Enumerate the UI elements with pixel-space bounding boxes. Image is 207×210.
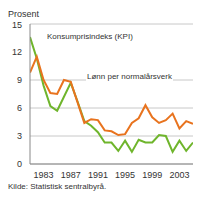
svg-text:12: 12 [12,47,22,57]
svg-text:1999: 1999 [142,170,162,180]
svg-text:1991: 1991 [88,170,108,180]
html-text:Prosent: Prosent [8,9,39,19]
svg-text:9: 9 [17,75,22,85]
svg-text:1987: 1987 [61,170,81,180]
html-text:Konsumprisindeks (KPI): Konsumprisindeks (KPI) [47,32,133,41]
svg-text:1995: 1995 [115,170,135,180]
html-text:Kilde: Statistisk sentralbyrå.: Kilde: Statistisk sentralbyrå. [8,182,107,191]
svg-text:15: 15 [12,20,22,30]
html-text:Lønn per normalårsverk: Lønn per normalårsverk [87,72,172,81]
svg-text:0: 0 [17,159,22,169]
svg-text:1983: 1983 [34,170,54,180]
svg-text:6: 6 [17,103,22,113]
svg-text:3: 3 [17,131,22,141]
svg-text:2003: 2003 [169,170,189,180]
